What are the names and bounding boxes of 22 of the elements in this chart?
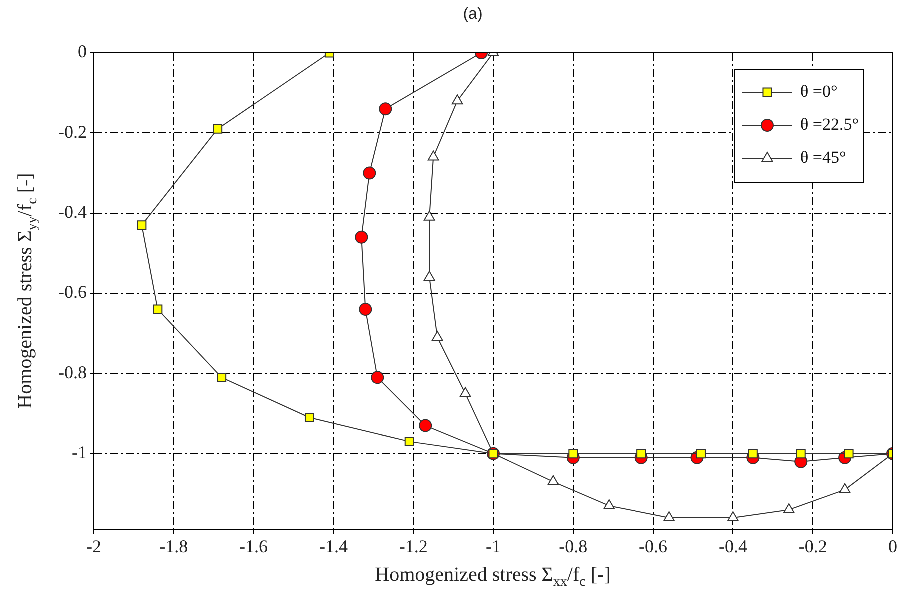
x-tick-label: -1.2	[399, 536, 428, 557]
x-tick-label: -0.2	[798, 536, 828, 557]
x-tick-label: 0	[888, 536, 898, 557]
x-tick-label: -0.8	[559, 536, 588, 557]
x-tick-label: -1.6	[240, 536, 268, 557]
x-tick-label: -1.4	[319, 536, 348, 557]
x-tick-label: -1.8	[160, 536, 188, 557]
x-tick-label: -0.6	[639, 536, 668, 557]
legend-label: θ =45°	[800, 148, 846, 167]
x-tick-label: -1	[486, 536, 501, 557]
y-tick-label: 0	[78, 42, 87, 62]
y-tick-label: -0.6	[58, 282, 87, 302]
x-tick-label: -0.4	[718, 536, 748, 557]
y-tick-label: -0.4	[58, 202, 87, 222]
y-tick-label: -0.2	[58, 122, 87, 142]
x-axis-title: Homogenized stress Σ$_{xx}$/f$_{c}$ [-]	[375, 564, 611, 591]
y-tick-label: -0.8	[58, 362, 87, 382]
y-tick-label: -1	[72, 442, 87, 463]
legend-label: θ =0°	[800, 82, 838, 101]
chart-title: (a)	[463, 6, 483, 24]
legend-label: θ =22.5°	[800, 114, 859, 134]
x-tick-label: -2	[86, 536, 102, 557]
